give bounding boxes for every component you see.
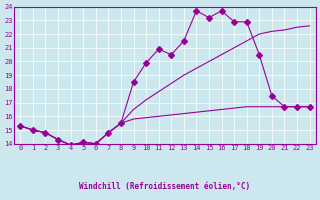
X-axis label: Windchill (Refroidissement éolien,°C): Windchill (Refroidissement éolien,°C) <box>79 182 251 191</box>
